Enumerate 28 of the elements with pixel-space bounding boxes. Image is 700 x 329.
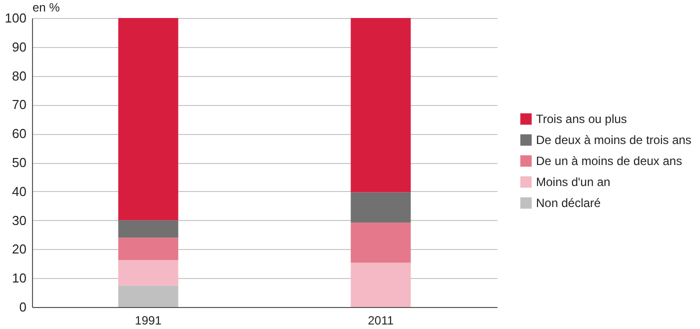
y-tick-label: 90 — [12, 39, 26, 54]
bar — [350, 192, 411, 223]
y-tick-label: 50 — [12, 155, 26, 170]
x-tick-label: 2011 — [368, 314, 394, 328]
y-tick-label: 60 — [12, 126, 26, 142]
legend-label: Non déclaré — [536, 196, 602, 210]
y-tick-label: 80 — [12, 68, 26, 84]
bar — [118, 220, 178, 238]
bar — [118, 260, 178, 286]
legend-label: De deux à moins de trois ans — [536, 133, 692, 147]
legend-label: De un à moins de deux ans — [536, 154, 682, 168]
legend-label: Trois ans ou plus — [536, 112, 627, 126]
y-tick-label: 100 — [4, 10, 26, 26]
bar — [118, 238, 178, 260]
bar — [118, 286, 178, 307]
bar — [118, 18, 178, 220]
y-tick-label: 10 — [12, 270, 26, 286]
bar — [350, 262, 411, 307]
x-tick-label: 1991 — [134, 314, 162, 328]
y-axis-title: en % — [32, 0, 60, 14]
y-tick-label: 40 — [12, 184, 26, 199]
bar — [350, 18, 411, 192]
y-tick-label: 30 — [12, 212, 26, 228]
legend-label: Moins d'un an — [536, 175, 610, 189]
bar — [350, 222, 411, 263]
y-tick-label: 0 — [19, 300, 26, 314]
y-tick-label: 70 — [12, 97, 26, 112]
y-tick-label: 20 — [12, 242, 26, 257]
